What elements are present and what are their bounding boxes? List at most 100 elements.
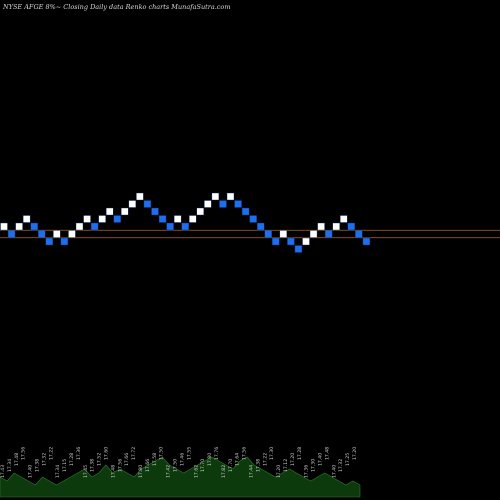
- down-brick: [158, 215, 167, 223]
- up-brick: [75, 222, 84, 231]
- up-brick: [83, 215, 91, 223]
- renko-bricks: [0, 192, 371, 253]
- down-brick: [7, 230, 16, 238]
- down-brick: [241, 207, 250, 216]
- volume-label: 17.38: [255, 459, 261, 472]
- volume-label: 17.70: [228, 459, 234, 472]
- volume-label: 17.28: [69, 453, 75, 466]
- up-brick: [309, 230, 318, 238]
- volume-label: 17.38: [90, 459, 96, 472]
- volume-label: 17.15: [62, 459, 68, 472]
- volume-label: 17.12: [283, 459, 289, 472]
- up-brick: [189, 215, 197, 223]
- volume-label: 17.76: [214, 447, 220, 460]
- down-brick: [219, 200, 227, 208]
- down-brick: [264, 230, 272, 238]
- up-brick: [68, 230, 76, 238]
- down-brick: [30, 222, 38, 231]
- volume-label: 17.56: [117, 459, 123, 472]
- up-brick: [226, 192, 235, 201]
- down-brick: [60, 237, 69, 246]
- volume-label: 17.22: [48, 447, 54, 460]
- volume-label: 17.36: [76, 447, 82, 460]
- volume-label: 17.38: [35, 459, 41, 472]
- down-brick: [355, 230, 363, 238]
- volume-label: 17.32: [41, 453, 47, 466]
- volume-label: 17.60: [104, 447, 110, 460]
- down-brick: [347, 222, 355, 231]
- up-brick: [302, 237, 310, 246]
- volume-label: 17.20: [352, 447, 358, 460]
- up-brick: [340, 215, 348, 223]
- volume-label: 17.48: [110, 465, 116, 478]
- down-brick: [113, 215, 121, 223]
- down-brick: [324, 230, 333, 238]
- volume-label: 17.34: [55, 465, 61, 478]
- up-brick: [121, 207, 129, 216]
- volume-label: 17.44: [248, 465, 254, 478]
- volume-label: 17.80: [138, 465, 144, 478]
- down-brick: [272, 237, 280, 246]
- up-brick: [173, 215, 182, 223]
- up-brick: [211, 192, 220, 201]
- volume-label: 17.20: [276, 465, 282, 478]
- up-brick: [128, 200, 137, 208]
- up-brick: [204, 200, 212, 208]
- volume-label: 17.70: [200, 459, 206, 472]
- down-brick: [249, 215, 257, 223]
- down-brick: [287, 237, 295, 246]
- volume-label: 17.30: [269, 447, 275, 460]
- volume-label: 17.80: [207, 453, 213, 466]
- volume-label: 17.50: [173, 459, 179, 472]
- volume-label: 17.25: [345, 453, 351, 466]
- volume-label: 17.40: [317, 453, 323, 466]
- down-brick: [257, 222, 265, 231]
- volume-label: 17.48: [324, 447, 330, 460]
- down-brick: [38, 230, 46, 238]
- up-brick: [332, 222, 340, 231]
- volume-label: 17.30: [311, 459, 317, 472]
- volume-area: [0, 456, 361, 498]
- up-brick: [136, 192, 144, 201]
- volume-label: 17.22: [262, 453, 268, 466]
- volume-label: 17.42: [166, 465, 172, 478]
- down-brick: [166, 222, 174, 231]
- up-brick: [53, 230, 61, 238]
- volume-label: 17.40: [331, 465, 337, 478]
- volume-label: 17.36: [304, 465, 310, 478]
- volume-label: 17.40: [28, 465, 34, 478]
- volume-label: 17.52: [97, 453, 103, 466]
- down-brick: [362, 237, 371, 246]
- volume-label: 17.62: [193, 465, 199, 478]
- down-brick: [151, 207, 159, 216]
- volume-label: 17.20: [290, 453, 296, 466]
- volume-label: 17.48: [14, 453, 20, 466]
- down-brick: [234, 200, 242, 208]
- down-brick: [45, 237, 53, 246]
- up-brick: [279, 230, 288, 238]
- volume-panel: [0, 456, 361, 498]
- volume-label: 17.56: [21, 447, 27, 460]
- volume-label: 17.82: [221, 465, 227, 478]
- volume-label: 17.56: [242, 447, 248, 460]
- up-brick: [98, 215, 106, 223]
- volume-label: 17.72: [131, 447, 137, 460]
- volume-label: 17.66: [145, 459, 151, 472]
- volume-label: 17.28: [297, 447, 303, 460]
- up-brick: [22, 215, 31, 223]
- volume-label: 17.43: [0, 465, 6, 478]
- volume-label: 17.46: [179, 453, 185, 466]
- chart-title: NYSE AFGE 8%~ Closing Daily data Renko c…: [2, 3, 231, 11]
- volume-label: 17.58: [152, 453, 158, 466]
- volume-label: 17.45: [83, 465, 89, 478]
- up-brick: [196, 207, 205, 216]
- up-brick: [15, 222, 23, 231]
- volume-label: 17.64: [235, 453, 241, 466]
- volume-label: 17.55: [186, 447, 192, 460]
- down-brick: [90, 222, 99, 231]
- down-brick: [294, 245, 303, 253]
- down-brick: [143, 200, 152, 208]
